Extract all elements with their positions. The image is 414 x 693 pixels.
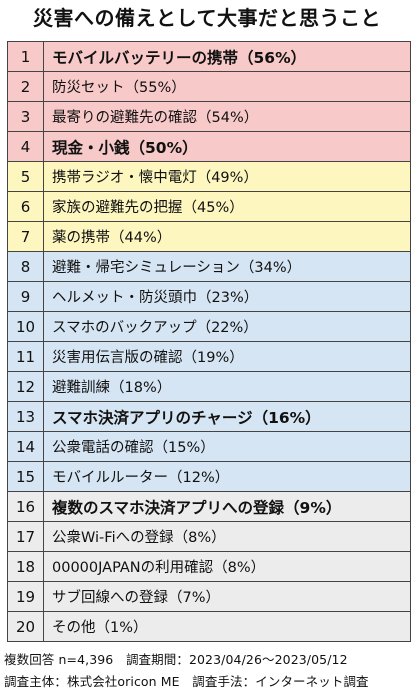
item-cell: 薬の携帯（44%） — [44, 222, 411, 251]
rank-cell: 2 — [8, 72, 44, 101]
rank-cell: 4 — [8, 132, 44, 161]
rank-cell: 1 — [8, 42, 44, 71]
table-row: 15 モバイルルーター（12%） — [8, 462, 411, 492]
table-row: 12 避難訓練（18%） — [8, 372, 411, 402]
item-cell: モバイルバッテリーの携帯（56%） — [44, 42, 411, 71]
table-row: 20 その他（1%） — [8, 612, 411, 642]
table-row: 1 モバイルバッテリーの携帯（56%） — [8, 42, 411, 72]
rank-cell: 20 — [8, 612, 44, 641]
table-row: 8 避難・帰宅シミュレーション（34%） — [8, 252, 411, 282]
rank-cell: 3 — [8, 102, 44, 131]
item-cell: 複数のスマホ決済アプリへの登録（9%） — [44, 492, 411, 521]
table-row: 3 最寄りの避難先の確認（54%） — [8, 102, 411, 132]
rank-cell: 18 — [8, 552, 44, 581]
rank-cell: 6 — [8, 192, 44, 221]
item-cell: 00000JAPANの利用確認（8%） — [44, 552, 411, 581]
table-row: 9 ヘルメット・防災頭巾（23%） — [8, 282, 411, 312]
item-cell: 避難訓練（18%） — [44, 372, 411, 401]
item-cell: スマホのバックアップ（22%） — [44, 312, 411, 341]
rank-cell: 14 — [8, 432, 44, 461]
rank-cell: 7 — [8, 222, 44, 251]
table-row: 17 公衆Wi-Fiへの登録（8%） — [8, 522, 411, 552]
item-cell: 最寄りの避難先の確認（54%） — [44, 102, 411, 131]
item-cell: 携帯ラジオ・懐中電灯（49%） — [44, 162, 411, 191]
footnote-survey-source: 調査主体：株式会社oricon ME 調査手法：インターネット調査 — [4, 674, 369, 689]
rank-cell: 19 — [8, 582, 44, 611]
table-row: 10 スマホのバックアップ（22%） — [8, 312, 411, 342]
table-row: 2 防災セット（55%） — [8, 72, 411, 102]
rank-cell: 16 — [8, 492, 44, 521]
rank-cell: 9 — [8, 282, 44, 311]
rank-cell: 10 — [8, 312, 44, 341]
rank-cell: 5 — [8, 162, 44, 191]
item-cell: モバイルルーター（12%） — [44, 462, 411, 491]
item-cell: ヘルメット・防災頭巾（23%） — [44, 282, 411, 311]
item-cell: 公衆電話の確認（15%） — [44, 432, 411, 461]
table-row: 7 薬の携帯（44%） — [8, 222, 411, 252]
item-cell: サブ回線への登録（7%） — [44, 582, 411, 611]
table-row: 14 公衆電話の確認（15%） — [8, 432, 411, 462]
table-row: 13 スマホ決済アプリのチャージ（16%） — [8, 402, 411, 432]
rank-cell: 17 — [8, 522, 44, 551]
rank-cell: 11 — [8, 342, 44, 371]
item-cell: 防災セット（55%） — [44, 72, 411, 101]
table-row: 19 サブ回線への登録（7%） — [8, 582, 411, 612]
table-row: 16 複数のスマホ決済アプリへの登録（9%） — [8, 492, 411, 522]
table-row: 5 携帯ラジオ・懐中電灯（49%） — [8, 162, 411, 192]
item-cell: 避難・帰宅シミュレーション（34%） — [44, 252, 411, 281]
table-row: 11 災害用伝言版の確認（19%） — [8, 342, 411, 372]
item-cell: 災害用伝言版の確認（19%） — [44, 342, 411, 371]
item-cell: スマホ決済アプリのチャージ（16%） — [44, 402, 411, 431]
item-cell: 公衆Wi-Fiへの登録（8%） — [44, 522, 411, 551]
footnote-survey-info: 複数回答 n=4,396 調査期間：2023/04/26～2023/05/12 — [4, 652, 348, 667]
rank-cell: 15 — [8, 462, 44, 491]
rank-cell: 13 — [8, 402, 44, 431]
rank-cell: 8 — [8, 252, 44, 281]
item-cell: 家族の避難先の把握（45%） — [44, 192, 411, 221]
item-cell: その他（1%） — [44, 612, 411, 641]
table-row: 18 00000JAPANの利用確認（8%） — [8, 552, 411, 582]
ranking-table: 1 モバイルバッテリーの携帯（56%） 2 防災セット（55%） 3 最寄りの避難先の確認… — [7, 41, 411, 642]
table-row: 6 家族の避難先の把握（45%） — [8, 192, 411, 222]
rank-cell: 12 — [8, 372, 44, 401]
chart-title: 災害への備えとして大事だと思うこと — [33, 6, 381, 30]
table-row: 4 現金・小銭（50%） — [8, 132, 411, 162]
item-cell: 現金・小銭（50%） — [44, 132, 411, 161]
